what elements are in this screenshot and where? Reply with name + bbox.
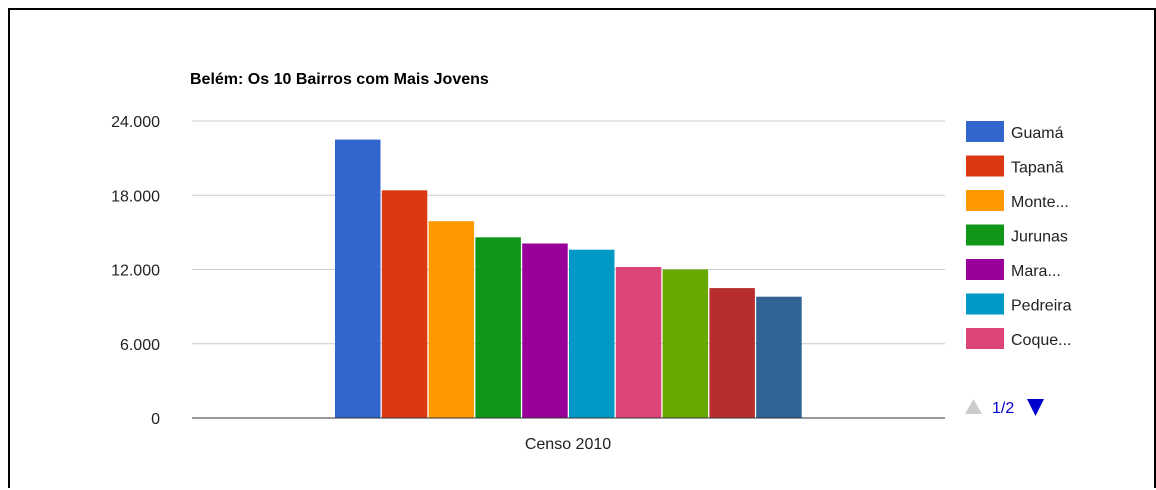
legend-swatch	[966, 224, 1004, 246]
legend-label: Pedreira	[1011, 298, 1072, 315]
triangle-up-icon[interactable]	[965, 399, 982, 414]
chart-frame: Belém: Os 10 Bairros com Mais Jovens 0 6.…	[8, 8, 1156, 488]
legend: Guamá Tapanã Monte... Jurunas Mara... Pedreir…	[966, 121, 1072, 349]
bar[interactable]	[756, 296, 802, 418]
bar[interactable]	[615, 267, 662, 418]
pager-label: 1/2	[992, 400, 1014, 417]
bar[interactable]	[709, 288, 755, 418]
legend-swatch	[966, 155, 1004, 177]
legend-swatch	[966, 259, 1004, 280]
bar[interactable]	[662, 269, 709, 419]
legend-pager: 1/2	[965, 399, 1044, 417]
bar[interactable]	[335, 139, 381, 418]
bar-chart: Belém: Os 10 Bairros com Mais Jovens 0 6.…	[111, 71, 1072, 453]
bar[interactable]	[475, 237, 521, 418]
triangle-down-icon[interactable]	[1027, 399, 1044, 416]
bar[interactable]	[522, 243, 568, 419]
legend-label: Coque...	[1011, 332, 1071, 349]
legend-swatch	[966, 190, 1004, 211]
legend-swatch	[966, 121, 1004, 142]
bar[interactable]	[428, 221, 475, 418]
legend-label: Monte...	[1011, 194, 1069, 211]
bars	[335, 139, 802, 419]
legend-label: Tapanã	[1011, 160, 1064, 177]
x-tick-label: Censo 2010	[525, 436, 611, 453]
chart-title: Belém: Os 10 Bairros com Mais Jovens	[190, 71, 489, 88]
gridlines	[192, 120, 945, 345]
legend-label: Mara...	[1011, 263, 1061, 280]
y-tick-label: 6.000	[120, 337, 160, 354]
legend-label: Jurunas	[1011, 229, 1068, 246]
bar[interactable]	[381, 190, 428, 418]
legend-swatch	[966, 328, 1004, 349]
legend-label: Guamá	[1011, 125, 1064, 142]
y-tick-label: 12.000	[111, 263, 160, 280]
y-tick-label: 18.000	[111, 188, 160, 205]
y-axis-ticks: 0 6.000 12.000 18.000 24.000	[111, 114, 160, 428]
y-tick-label: 0	[151, 411, 160, 428]
bar[interactable]	[569, 249, 615, 418]
y-tick-label: 24.000	[111, 114, 160, 131]
legend-swatch	[966, 293, 1004, 315]
